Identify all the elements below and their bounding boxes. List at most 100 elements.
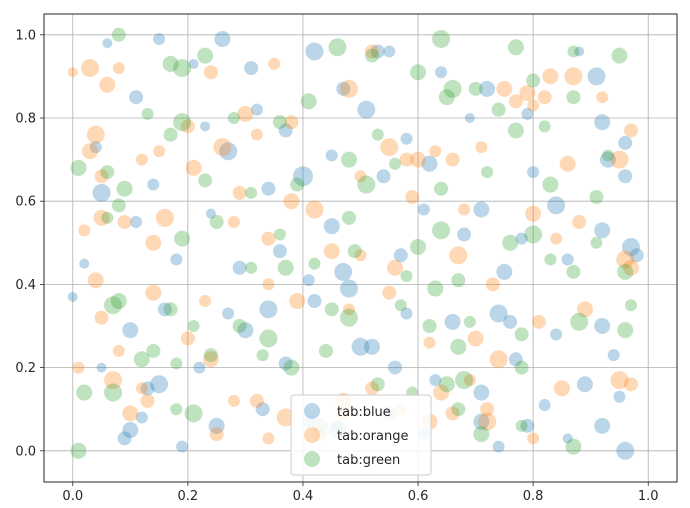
scatter-point [302,274,315,287]
scatter-point [129,90,144,105]
scatter-point [185,159,202,176]
scatter-point [393,248,408,263]
scatter-point [104,383,123,402]
scatter-point [111,198,126,213]
scatter-point [616,250,635,269]
axis-ticks: 0.0 0.2 0.4 0.6 0.8 1.0 0.0 0.2 0.4 0.6 0.8 1.0 [15,28,658,504]
scatter-point [339,279,358,298]
scatter-point [272,244,287,259]
scatter-point [334,262,353,281]
scatter-point [328,38,347,57]
scatter-point [574,46,585,57]
scatter-point [176,440,189,453]
scatter-point [162,55,179,72]
scatter-point [81,59,100,78]
scatter-point [587,67,606,86]
y-tick-label: 0.4 [15,278,36,293]
scatter-point [365,44,380,59]
scatter-point [473,201,490,218]
scatter-point [594,114,611,131]
scatter-point [173,59,192,78]
scatter-point [227,112,240,124]
scatter-point [112,344,125,357]
scatter-point [594,222,611,239]
scatter-point [514,327,529,342]
scatter-point [589,190,604,205]
scatter-point [629,248,644,263]
scatter-point [76,384,93,401]
scatter-point [380,138,399,157]
scatter-point [410,151,427,168]
scatter-point [324,302,339,317]
scatter-point [576,301,593,318]
data-points [67,27,644,460]
scatter-point [184,404,203,423]
scatter-point [438,89,455,106]
scatter-point [455,371,474,390]
scatter-point [140,393,155,408]
scatter-point [508,94,523,109]
scatter-point [284,115,299,130]
scatter-point [572,215,587,229]
scatter-point [354,249,367,262]
scatter-point [188,58,199,69]
scatter-point [100,165,115,180]
scatter-point [538,399,551,412]
scatter-point [624,299,637,312]
scatter-point [405,190,420,205]
scatter-point [508,352,523,367]
scatter-point [79,258,90,269]
scatter-point [435,66,448,79]
scatter-point [222,307,235,320]
scatter-point [623,377,638,392]
scatter-point [464,113,475,123]
scatter-point [112,62,125,75]
scatter-point [157,302,172,317]
scatter-point [232,260,247,275]
scatter-point [616,441,635,460]
y-tick-label: 0.6 [15,195,36,210]
scatter-point [122,322,139,339]
scatter-point [475,141,488,154]
scatter-point [519,85,536,102]
scatter-point [323,243,340,260]
scatter-point [429,374,442,387]
scatter-point [339,79,358,98]
scatter-point [199,295,212,308]
scatter-point [370,377,385,392]
scatter-point [209,427,224,442]
scatter-point [365,381,380,396]
scatter-point [382,285,397,300]
scatter-point [489,350,508,369]
scatter-point [445,406,460,421]
scatter-point [618,169,633,184]
scatter-point [503,314,518,329]
scatter-point [388,360,403,375]
scatter-point [607,349,620,362]
scatter-point [245,261,258,274]
scatter-point [468,81,483,96]
scatter-point [250,128,263,141]
scatter-point [325,149,338,162]
scatter-point [433,384,450,401]
scatter-point [117,431,132,446]
scatter-point [357,100,376,119]
scatter-point [594,318,611,334]
scatter-point [308,257,321,270]
scatter-point [307,294,322,309]
scatter-point [491,102,506,117]
scatter-point [479,80,496,97]
scatter-point [432,221,451,240]
scatter-point [117,215,132,229]
scatter-point [305,200,324,219]
scatter-point [559,155,576,172]
scatter-point [237,105,254,122]
scatter-point [542,68,559,85]
legend-label: tab:orange [337,429,408,444]
scatter-point [82,143,99,160]
scatter-point [566,264,581,279]
scatter-point [70,442,87,459]
scatter-point [318,343,333,358]
scatter-point [601,149,614,162]
